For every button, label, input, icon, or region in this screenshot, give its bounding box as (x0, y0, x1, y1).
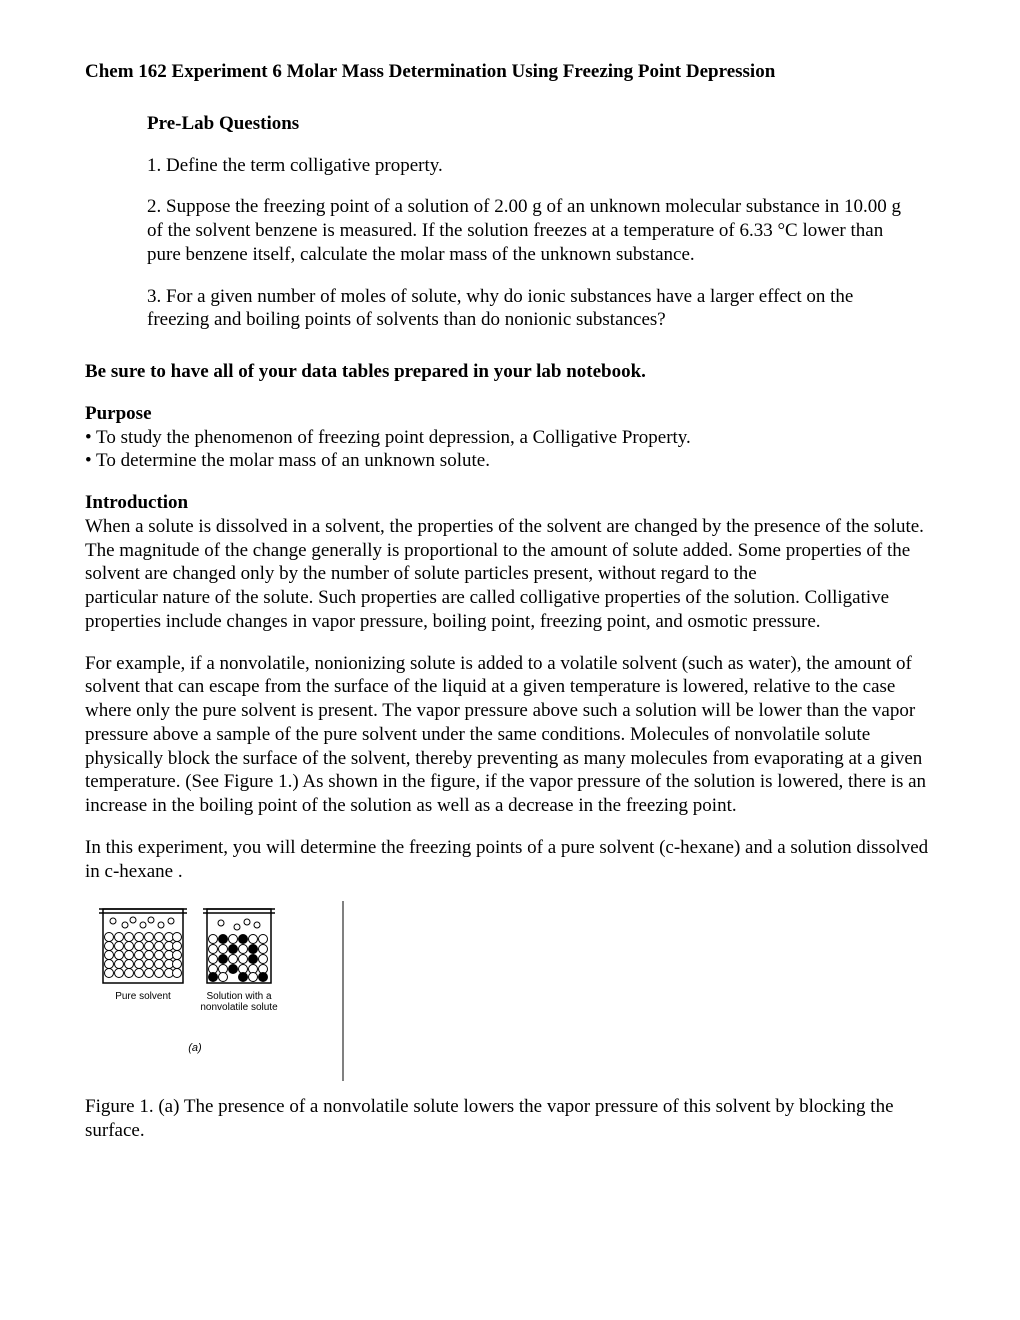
figure-caption: Figure 1. (a) The presence of a nonvolat… (85, 1095, 935, 1143)
intro-p1b: particular nature of the solute. Such pr… (85, 586, 935, 634)
intro-paragraph-2: For example, if a nonvolatile, nonionizi… (85, 652, 935, 818)
purpose-heading: Purpose (85, 402, 935, 426)
purpose-section: Purpose • To study the phenomenon of fre… (85, 402, 935, 473)
figure-label-right-1: Solution with a (206, 991, 271, 1002)
purpose-bullet-2: • To determine the molar mass of an unkn… (85, 449, 935, 473)
figure-label-left: Pure solvent (115, 991, 171, 1002)
intro-paragraph-3: In this experiment, you will determine t… (85, 836, 935, 884)
prelab-heading: Pre-Lab Questions (147, 112, 915, 136)
purpose-bullet-1: • To study the phenomenon of freezing po… (85, 426, 935, 450)
question-2-line-b: pure benzene itself, calculate the molar… (147, 243, 915, 267)
question-2-line-a: 2. Suppose the freezing point of a solut… (147, 195, 915, 243)
question-1: 1. Define the term colligative property. (147, 154, 915, 178)
figure-1-svg: Pure solvent Solution with a nonvolatile… (85, 901, 345, 1081)
purpose-bullets: • To study the phenomenon of freezing po… (85, 426, 935, 474)
figure-1: Pure solvent Solution with a nonvolatile… (85, 901, 935, 1081)
question-3: 3. For a given number of moles of solute… (147, 285, 915, 333)
intro-p1a: When a solute is dissolved in a solvent,… (85, 515, 935, 586)
question-2: 2. Suppose the freezing point of a solut… (147, 195, 915, 266)
document-page: Chem 162 Experiment 6 Molar Mass Determi… (0, 0, 1020, 1320)
figure-sublabel: (a) (188, 1042, 202, 1054)
figure-label-right-2: nonvolatile solute (200, 1002, 278, 1013)
document-title: Chem 162 Experiment 6 Molar Mass Determi… (85, 60, 935, 84)
notebook-reminder: Be sure to have all of your data tables … (85, 360, 935, 384)
intro-paragraph-1: When a solute is dissolved in a solvent,… (85, 515, 935, 634)
introduction-section: Introduction When a solute is dissolved … (85, 491, 935, 883)
prelab-section: Pre-Lab Questions 1. Define the term col… (147, 112, 915, 332)
introduction-heading: Introduction (85, 491, 935, 515)
